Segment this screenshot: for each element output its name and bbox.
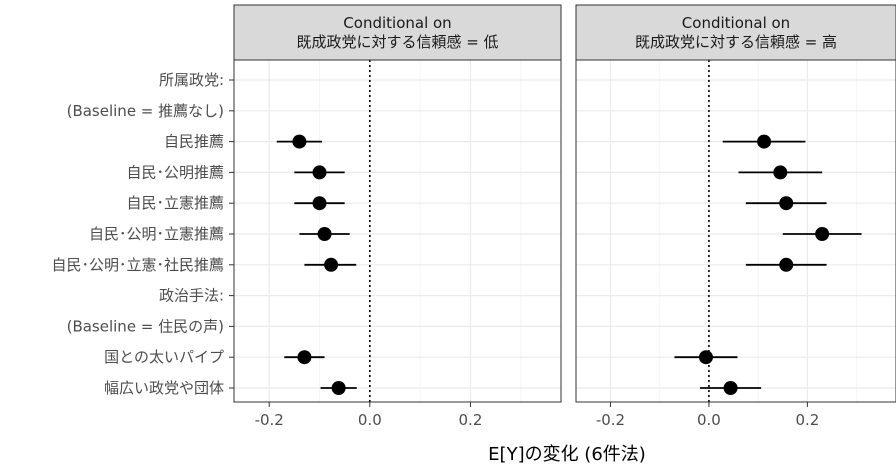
point-estimate [757,134,772,149]
point-estimate [779,257,794,272]
y-axis-label: 国との太いパイプ [104,348,224,366]
point-estimate [331,381,346,395]
facet-strip-label: 既成政党に対する信頼感 = 高 [635,33,837,51]
point-estimate [312,196,327,211]
plot-background [576,60,896,402]
point-estimate [698,350,713,365]
facet-strip-label: 既成政党に対する信頼感 = 低 [296,33,498,51]
y-axis-label: 自民推薦 [164,133,224,151]
point-estimate [815,227,830,241]
x-tick-label: -0.2 [596,411,625,429]
facet-strip [575,4,896,61]
x-tick-label: -0.2 [255,411,284,429]
x-tick-label: 0.0 [697,411,721,429]
point-estimate [317,227,332,241]
facet-strip-label: Conditional on [343,14,451,32]
panel-border [575,59,896,403]
point-estimate [312,165,327,180]
y-axis-label: 自民･公明･立憲推薦 [89,225,224,243]
y-axis-label: 幅広い政党や団体 [104,379,224,397]
facet-strip [233,4,562,61]
plot-background [234,60,561,402]
point-estimate [723,381,738,395]
point-estimate [292,134,307,149]
point-estimate [297,350,312,365]
x-tick-label: 0.2 [459,411,483,429]
y-axis-label: 自民･立憲推薦 [126,194,224,212]
y-axis-label: 自民･公明推薦 [126,163,224,181]
y-axis-label: 所属政党: [159,71,224,89]
y-axis-label: (Baseline = 推薦なし) [67,102,224,120]
x-tick-label: 0.0 [358,411,382,429]
panel-border [233,59,562,403]
point-estimate [324,257,339,272]
point-estimate [779,196,794,211]
x-axis-title: E[Y]の変化 (6件法) [488,444,646,465]
x-tick-label: 0.2 [795,411,819,429]
point-estimate [773,165,788,180]
y-axis-label: 政治手法: [159,287,224,305]
y-axis-label: 自民･公明･立憲･社民推薦 [51,256,224,274]
y-axis-label: (Baseline = 住民の声) [67,317,224,335]
facet-strip-label: Conditional on [682,14,790,32]
